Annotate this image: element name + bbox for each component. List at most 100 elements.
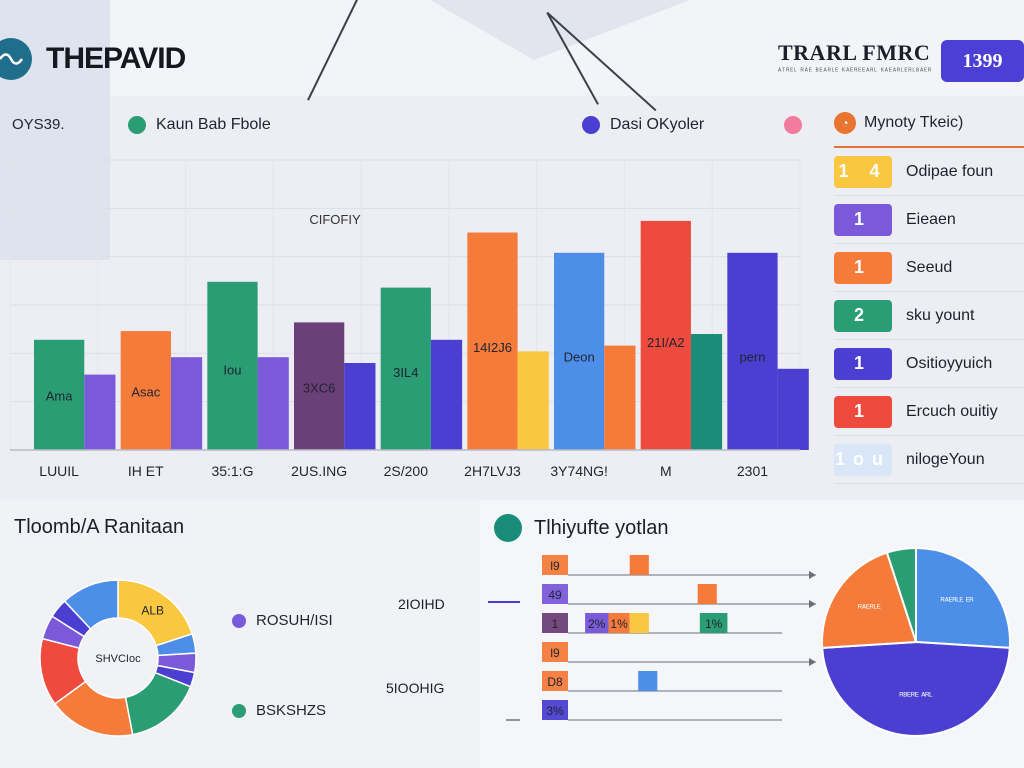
gantt-bar-label: 1% (705, 617, 723, 631)
chart-annotation: CIFOFIY (309, 212, 361, 227)
donut-chart: ALB SHVCIoc (39, 579, 197, 737)
bar-label: Deon (564, 349, 595, 364)
donut-legend-label: BSKSHZS (256, 702, 327, 719)
gantt-row-tag-label: l9 (550, 559, 560, 573)
legend-series-a-label: Kaun Bab Fbole (156, 116, 271, 133)
bar-secondary (430, 339, 463, 450)
gantt-arrow-icon (809, 571, 816, 579)
clock-icon: ◔ (834, 112, 856, 134)
gantt-bar (697, 584, 717, 604)
header-badge[interactable]: 1399 (941, 40, 1024, 82)
bar-primary (554, 252, 605, 450)
bar-label: Ama (46, 388, 74, 403)
side-item-number: 1 (834, 347, 892, 380)
gantt-row-tag (542, 700, 568, 720)
x-tick-label: 2S/200 (384, 463, 429, 479)
bar-label: 21I/A2 (647, 335, 685, 350)
side-panel-item[interactable]: 1 4 Odipae foun (834, 148, 1024, 196)
x-tick-label: IH ET (128, 463, 164, 479)
side-item-label: Ositioyyuich (906, 354, 993, 372)
side-panel-list: 1 4 Odipae foun 1 Eieaen 1 Seeud 2 sku yount 1 Os… (834, 148, 1024, 484)
legend-left: OYS39. (12, 116, 65, 133)
bg-shape-top (430, 0, 690, 60)
bar-secondary (344, 363, 376, 450)
side-item-number: 1 (834, 395, 892, 428)
x-tick-label: 35:1:G (211, 463, 253, 479)
bar-label: Iou (223, 362, 241, 377)
side-panel-header: ◔ Mynoty Tkeic) (834, 112, 1024, 148)
x-tick-label: 2301 (737, 463, 768, 479)
donut-legend-label: ROSUH/ISI (256, 612, 333, 629)
side-panel-item[interactable]: 1 Eieaen (834, 196, 1024, 244)
gantt-row-tag (542, 584, 568, 604)
donut-legend-value: 5IOOHIG (386, 680, 445, 696)
gantt-row-tag-label: 3% (546, 704, 564, 718)
gantt-row-tag-label: D8 (547, 675, 563, 689)
pie-slice (821, 640, 1011, 738)
side-item-number: 1 4 (834, 155, 892, 188)
side-item-label: Seeud (906, 258, 953, 276)
bar-primary (120, 331, 171, 450)
bar-primary (294, 322, 345, 450)
donut-legend-item[interactable]: BSKSHZS (232, 702, 326, 719)
side-panel-item[interactable]: 1 Ositioyyuich (834, 340, 1024, 388)
legend-axis-label: OYS39. (12, 116, 65, 133)
main-bar-chart: Ama LUUIL Asac IH ET Iou 35:1:G 3XC6 2US.ING 3IL… (9, 159, 809, 479)
legend-series-b-label: Dasi OKyoler (610, 116, 705, 133)
gantt-row-tag (542, 671, 568, 691)
gantt-arrow-icon (809, 658, 816, 666)
x-tick-label: 2US.ING (291, 463, 347, 479)
donut-slice-label: ALB (141, 603, 164, 617)
pie-slice-label: ᴿᴬᴱᴿᴸᴱ (858, 602, 881, 612)
bar-primary (207, 281, 258, 450)
x-tick-label: LUUIL (39, 463, 79, 479)
pie-slice (885, 546, 917, 643)
bar-primary (34, 339, 85, 450)
gantt-bar (629, 613, 649, 633)
bar-label: 3IL4 (393, 365, 418, 380)
legend-series-b[interactable]: Dasi OKyoler (582, 116, 704, 134)
legend-dot (232, 613, 246, 628)
bar-primary (727, 252, 778, 450)
donut-center-label: SHVCIoc (95, 653, 141, 665)
side-item-number: 1 (834, 203, 892, 236)
side-panel-title: Mynoty Tkeic) (864, 114, 964, 131)
legend-dot-pink (784, 116, 802, 134)
gantt-row-tag-label: 1 (552, 617, 559, 631)
legend-dot (232, 703, 246, 718)
report-title: TRARL FMRC ᴬᵀᴿᴱᴸ ᴿᴬᴱ ᴮᴱᴬᴿᴸᴱ ᴷᴬᴱᴿᴱᴱᴬᴿᴸ ᴷᴬ… (778, 40, 932, 75)
pointer-line-1 (307, 0, 358, 101)
x-tick-label: 3Y74NG! (550, 463, 608, 479)
side-panel-item[interactable]: 1 Ercuch ouitiy (834, 388, 1024, 436)
side-panel-item[interactable]: 2 sku yount (834, 292, 1024, 340)
report-title-sub: ᴬᵀᴿᴱᴸ ᴿᴬᴱ ᴮᴱᴬᴿᴸᴱ ᴷᴬᴱᴿᴱᴱᴬᴿᴸ ᴷᴬᴱᴬᴿᴸᴱᴿᴸᴮᴬᴱᴿ (778, 68, 933, 75)
bar-secondary (257, 357, 289, 450)
pin-icon (494, 514, 522, 542)
side-item-number: 2 (834, 299, 892, 332)
bar-label: 3XC6 (303, 381, 336, 396)
side-panel-item[interactable]: 1ou nilogeYoun (834, 436, 1024, 484)
side-panel-item[interactable]: 1 Seeud (834, 244, 1024, 292)
bar-secondary (84, 374, 116, 450)
pie-slice (915, 546, 1011, 649)
bar-label: 14I2J6 (473, 340, 512, 355)
gantt-row-tag-label: 49 (548, 588, 562, 602)
pointer-line-3 (546, 12, 657, 111)
gantt-bar-label: 2% (588, 617, 606, 631)
donut-legend-item[interactable]: ROSUH/ISI (232, 612, 333, 629)
gantt-chart: l9 49 1 2% 1% 1% l9 D8 3% (488, 555, 816, 721)
gantt-bar (608, 613, 630, 633)
bar-primary (380, 287, 431, 450)
legend-series-a[interactable]: Kaun Bab Fbole (128, 116, 271, 134)
gantt-row-tag (542, 613, 568, 633)
side-item-label: Odipae foun (906, 162, 994, 180)
bar-secondary (777, 368, 809, 450)
brand: THEPAVID (0, 38, 186, 80)
bar-label: Asac (131, 384, 160, 399)
legend-series-c[interactable] (784, 116, 802, 134)
gantt-arrow-icon (809, 600, 816, 608)
gantt-title: Tlhiyufte yotlan (534, 516, 669, 539)
bar-secondary (604, 345, 636, 450)
side-panel: ◔ Mynoty Tkeic) 1 4 Odipae foun 1 Eieaen 1 Se… (834, 112, 1024, 484)
pie-slice-label: ᴿᴮᴱᴿᴱ ᴬᴿᴸ (899, 690, 932, 700)
